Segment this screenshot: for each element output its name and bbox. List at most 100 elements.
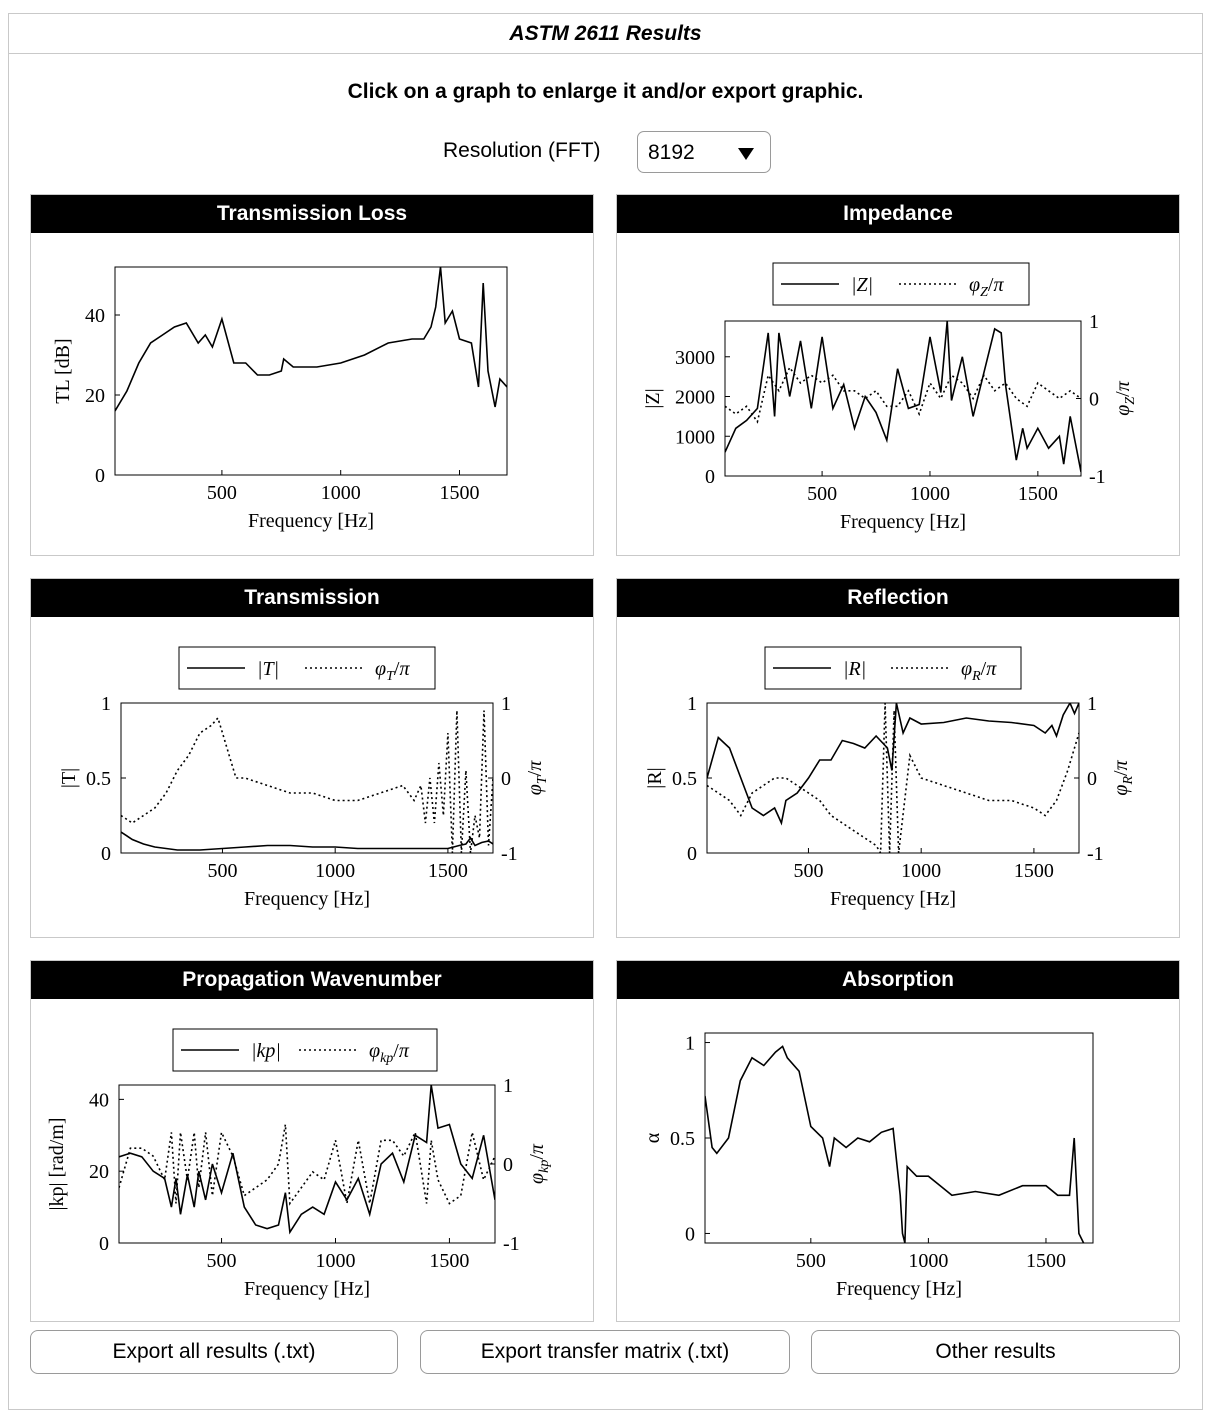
x-axis-label: Frequency [Hz] bbox=[836, 1278, 962, 1300]
absorption-chart[interactable]: 500 1000 1500 0 0.5 1 Frequency [Hz] α bbox=[617, 999, 1179, 1321]
y-tick-label: 0.5 bbox=[672, 768, 697, 790]
panel-propagation-wavenumber[interactable]: Propagation Wavenumber 500 1000 1500 0 20 40 -… bbox=[30, 960, 594, 1322]
x-tick-label: 1000 bbox=[315, 1250, 355, 1272]
series-line-magnitude bbox=[707, 703, 1079, 826]
reflection-chart[interactable]: 500 1000 1500 0 0.5 1 -1 0 1 Frequency [Hz] |R| φR/… bbox=[617, 617, 1179, 937]
resolution-value: 8192 bbox=[648, 141, 695, 164]
series-line-phase bbox=[121, 710, 493, 853]
y2-tick-label: -1 bbox=[503, 1233, 520, 1255]
x-tick-label: 1000 bbox=[901, 860, 941, 882]
x-tick-label: 1500 bbox=[1018, 483, 1058, 505]
transmission-chart[interactable]: 500 1000 1500 0 0.5 1 -1 0 1 Frequency [Hz] |T| φT/… bbox=[31, 617, 593, 937]
y2-tick-label: 1 bbox=[1087, 693, 1097, 715]
x-axis-label: Frequency [Hz] bbox=[248, 510, 374, 532]
x-tick-label: 500 bbox=[207, 860, 237, 882]
panel-title: Transmission Loss bbox=[31, 195, 593, 233]
y2-tick-label: -1 bbox=[1087, 843, 1104, 865]
window-title: ASTM 2611 Results bbox=[9, 14, 1202, 54]
legend-label: |R| bbox=[843, 658, 866, 680]
y-tick-label: 40 bbox=[85, 305, 105, 327]
series-line-magnitude bbox=[705, 1045, 1085, 1243]
y-tick-label: 40 bbox=[89, 1089, 109, 1111]
x-tick-label: 1500 bbox=[1014, 860, 1054, 882]
instructions-text: Click on a graph to enlarge it and/or ex… bbox=[347, 80, 864, 103]
x-tick-label: 500 bbox=[793, 860, 823, 882]
panel-transmission[interactable]: Transmission 500 1000 1500 0 0.5 1 -1 0 1 Frequen… bbox=[30, 578, 594, 938]
export-all-results-button[interactable]: Export all results (.txt) bbox=[30, 1330, 398, 1374]
export-transfer-matrix-button[interactable]: Export transfer matrix (.txt) bbox=[420, 1330, 790, 1374]
panel-title: Absorption bbox=[617, 961, 1179, 999]
legend-label: φZ/π bbox=[969, 274, 1004, 300]
resolution-dropdown[interactable]: 8192 bbox=[637, 131, 771, 173]
plot-frame bbox=[114, 266, 508, 476]
y-tick-label: 0.5 bbox=[86, 768, 111, 790]
x-tick-label: 500 bbox=[796, 1250, 826, 1272]
y-tick-label: 0 bbox=[95, 465, 105, 487]
series-line-magnitude bbox=[121, 831, 493, 851]
panel-title: Transmission bbox=[31, 579, 593, 617]
y2-tick-label: 1 bbox=[503, 1075, 513, 1097]
plot-frame bbox=[706, 702, 1080, 854]
series-line-magnitude bbox=[115, 267, 507, 412]
y-axis-label: α bbox=[642, 1132, 664, 1143]
propagation-wavenumber-chart[interactable]: 500 1000 1500 0 20 40 -1 0 1 Frequency [Hz] |kp| [… bbox=[31, 999, 593, 1321]
other-results-button[interactable]: Other results bbox=[811, 1330, 1180, 1374]
y2-tick-label: 0 bbox=[501, 768, 511, 790]
x-tick-label: 1000 bbox=[321, 482, 361, 504]
dropdown-arrow-icon bbox=[738, 148, 754, 160]
legend-label: |T| bbox=[257, 658, 279, 680]
y2-tick-label: 0 bbox=[503, 1154, 513, 1176]
y-tick-label: 0 bbox=[99, 1233, 109, 1255]
impedance-chart[interactable]: 500 1000 1500 0 1000 2000 3000 -1 0 1 Frequency [H… bbox=[617, 233, 1179, 555]
y2-axis-label: φZ/π bbox=[1112, 380, 1138, 415]
x-axis-label: Frequency [Hz] bbox=[244, 1278, 370, 1300]
x-axis-label: Frequency [Hz] bbox=[840, 511, 966, 533]
y2-tick-label: 1 bbox=[1089, 311, 1099, 333]
x-tick-label: 1500 bbox=[1026, 1250, 1066, 1272]
panel-reflection[interactable]: Reflection 500 1000 1500 0 0.5 1 -1 0 1 Frequency… bbox=[616, 578, 1180, 938]
y2-axis-label: φT/π bbox=[524, 760, 550, 795]
x-tick-label: 500 bbox=[207, 1250, 237, 1272]
y2-tick-label: 1 bbox=[501, 693, 511, 715]
x-tick-label: 1500 bbox=[439, 482, 479, 504]
x-tick-label: 1500 bbox=[428, 860, 468, 882]
x-tick-label: 1000 bbox=[315, 860, 355, 882]
panel-impedance[interactable]: Impedance 500 1000 1500 0 1000 2000 3000 -1 0 1 Fr… bbox=[616, 194, 1180, 556]
transmission-loss-chart[interactable]: 500 1000 1500 0 20 40 Frequency [Hz] TL [dB] bbox=[31, 233, 593, 555]
y-tick-label: 20 bbox=[89, 1161, 109, 1183]
series-line-phase bbox=[725, 365, 1081, 424]
panel-title: Reflection bbox=[617, 579, 1179, 617]
y-axis-label: |R| bbox=[644, 767, 666, 788]
y-tick-label: 1 bbox=[687, 693, 697, 715]
legend-label: |kp| bbox=[251, 1040, 281, 1062]
y-tick-label: 0 bbox=[685, 1223, 695, 1245]
series-line-magnitude bbox=[725, 321, 1081, 473]
x-tick-label: 500 bbox=[807, 483, 837, 505]
y-tick-label: 1 bbox=[101, 693, 111, 715]
panel-title: Propagation Wavenumber bbox=[31, 961, 593, 999]
y2-tick-label: -1 bbox=[501, 843, 518, 865]
y-tick-label: 2000 bbox=[675, 387, 715, 409]
y-tick-label: 20 bbox=[85, 385, 105, 407]
legend-label: φkp/π bbox=[369, 1040, 410, 1066]
panel-transmission-loss[interactable]: Transmission Loss 500 1000 1500 0 20 40 Freque… bbox=[30, 194, 594, 556]
y-tick-label: 1 bbox=[685, 1033, 695, 1055]
y-axis-label: |T| bbox=[58, 768, 80, 788]
y-tick-label: 0 bbox=[687, 843, 697, 865]
x-axis-label: Frequency [Hz] bbox=[244, 888, 370, 910]
y-tick-label: 0 bbox=[101, 843, 111, 865]
series-line-phase bbox=[119, 1124, 495, 1206]
y-tick-label: 0 bbox=[705, 466, 715, 488]
x-tick-label: 1000 bbox=[908, 1250, 948, 1272]
y2-tick-label: 0 bbox=[1087, 768, 1097, 790]
plot-frame bbox=[118, 1084, 496, 1244]
y-axis-label: TL [dB] bbox=[52, 338, 74, 403]
y2-tick-label: 0 bbox=[1089, 389, 1099, 411]
y-axis-label: |kp| [rad/m] bbox=[46, 1118, 68, 1211]
panel-absorption[interactable]: Absorption 500 1000 1500 0 0.5 1 Frequency [Hz… bbox=[616, 960, 1180, 1322]
x-tick-label: 1000 bbox=[910, 483, 950, 505]
y-axis-label: |Z| bbox=[642, 388, 664, 408]
resolution-label: Resolution (FFT) bbox=[443, 139, 601, 162]
x-tick-label: 1500 bbox=[429, 1250, 469, 1272]
y-tick-label: 0.5 bbox=[670, 1128, 695, 1150]
